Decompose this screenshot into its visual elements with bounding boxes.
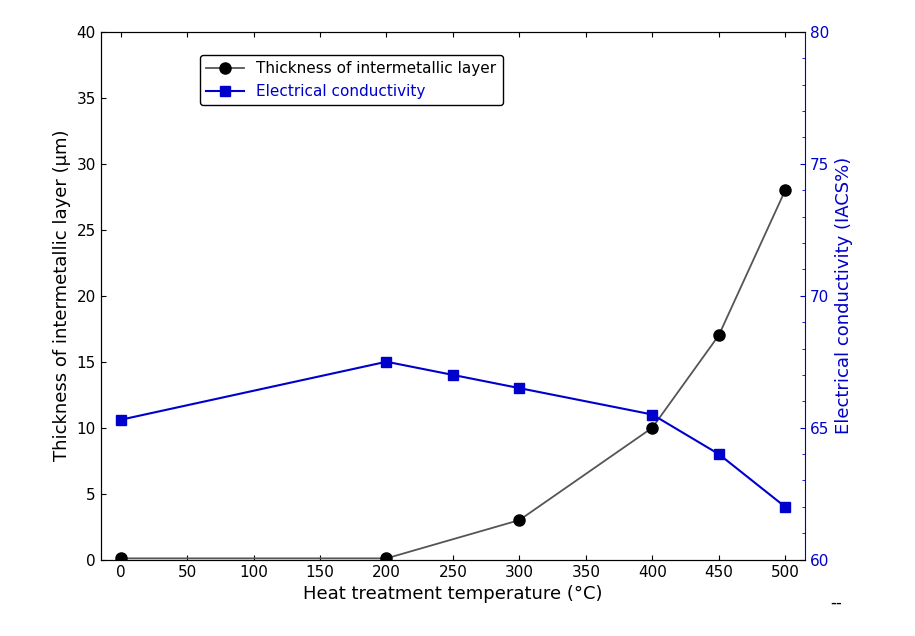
Text: --: --	[830, 594, 842, 612]
Y-axis label: Thickness of intermetallic layer (μm): Thickness of intermetallic layer (μm)	[53, 130, 70, 462]
X-axis label: Heat treatment temperature (°C): Heat treatment temperature (°C)	[303, 585, 603, 603]
Y-axis label: Electrical conductivity (IACS%): Electrical conductivity (IACS%)	[835, 157, 853, 434]
Legend: Thickness of intermetallic layer, Electrical conductivity: Thickness of intermetallic layer, Electr…	[199, 55, 502, 105]
